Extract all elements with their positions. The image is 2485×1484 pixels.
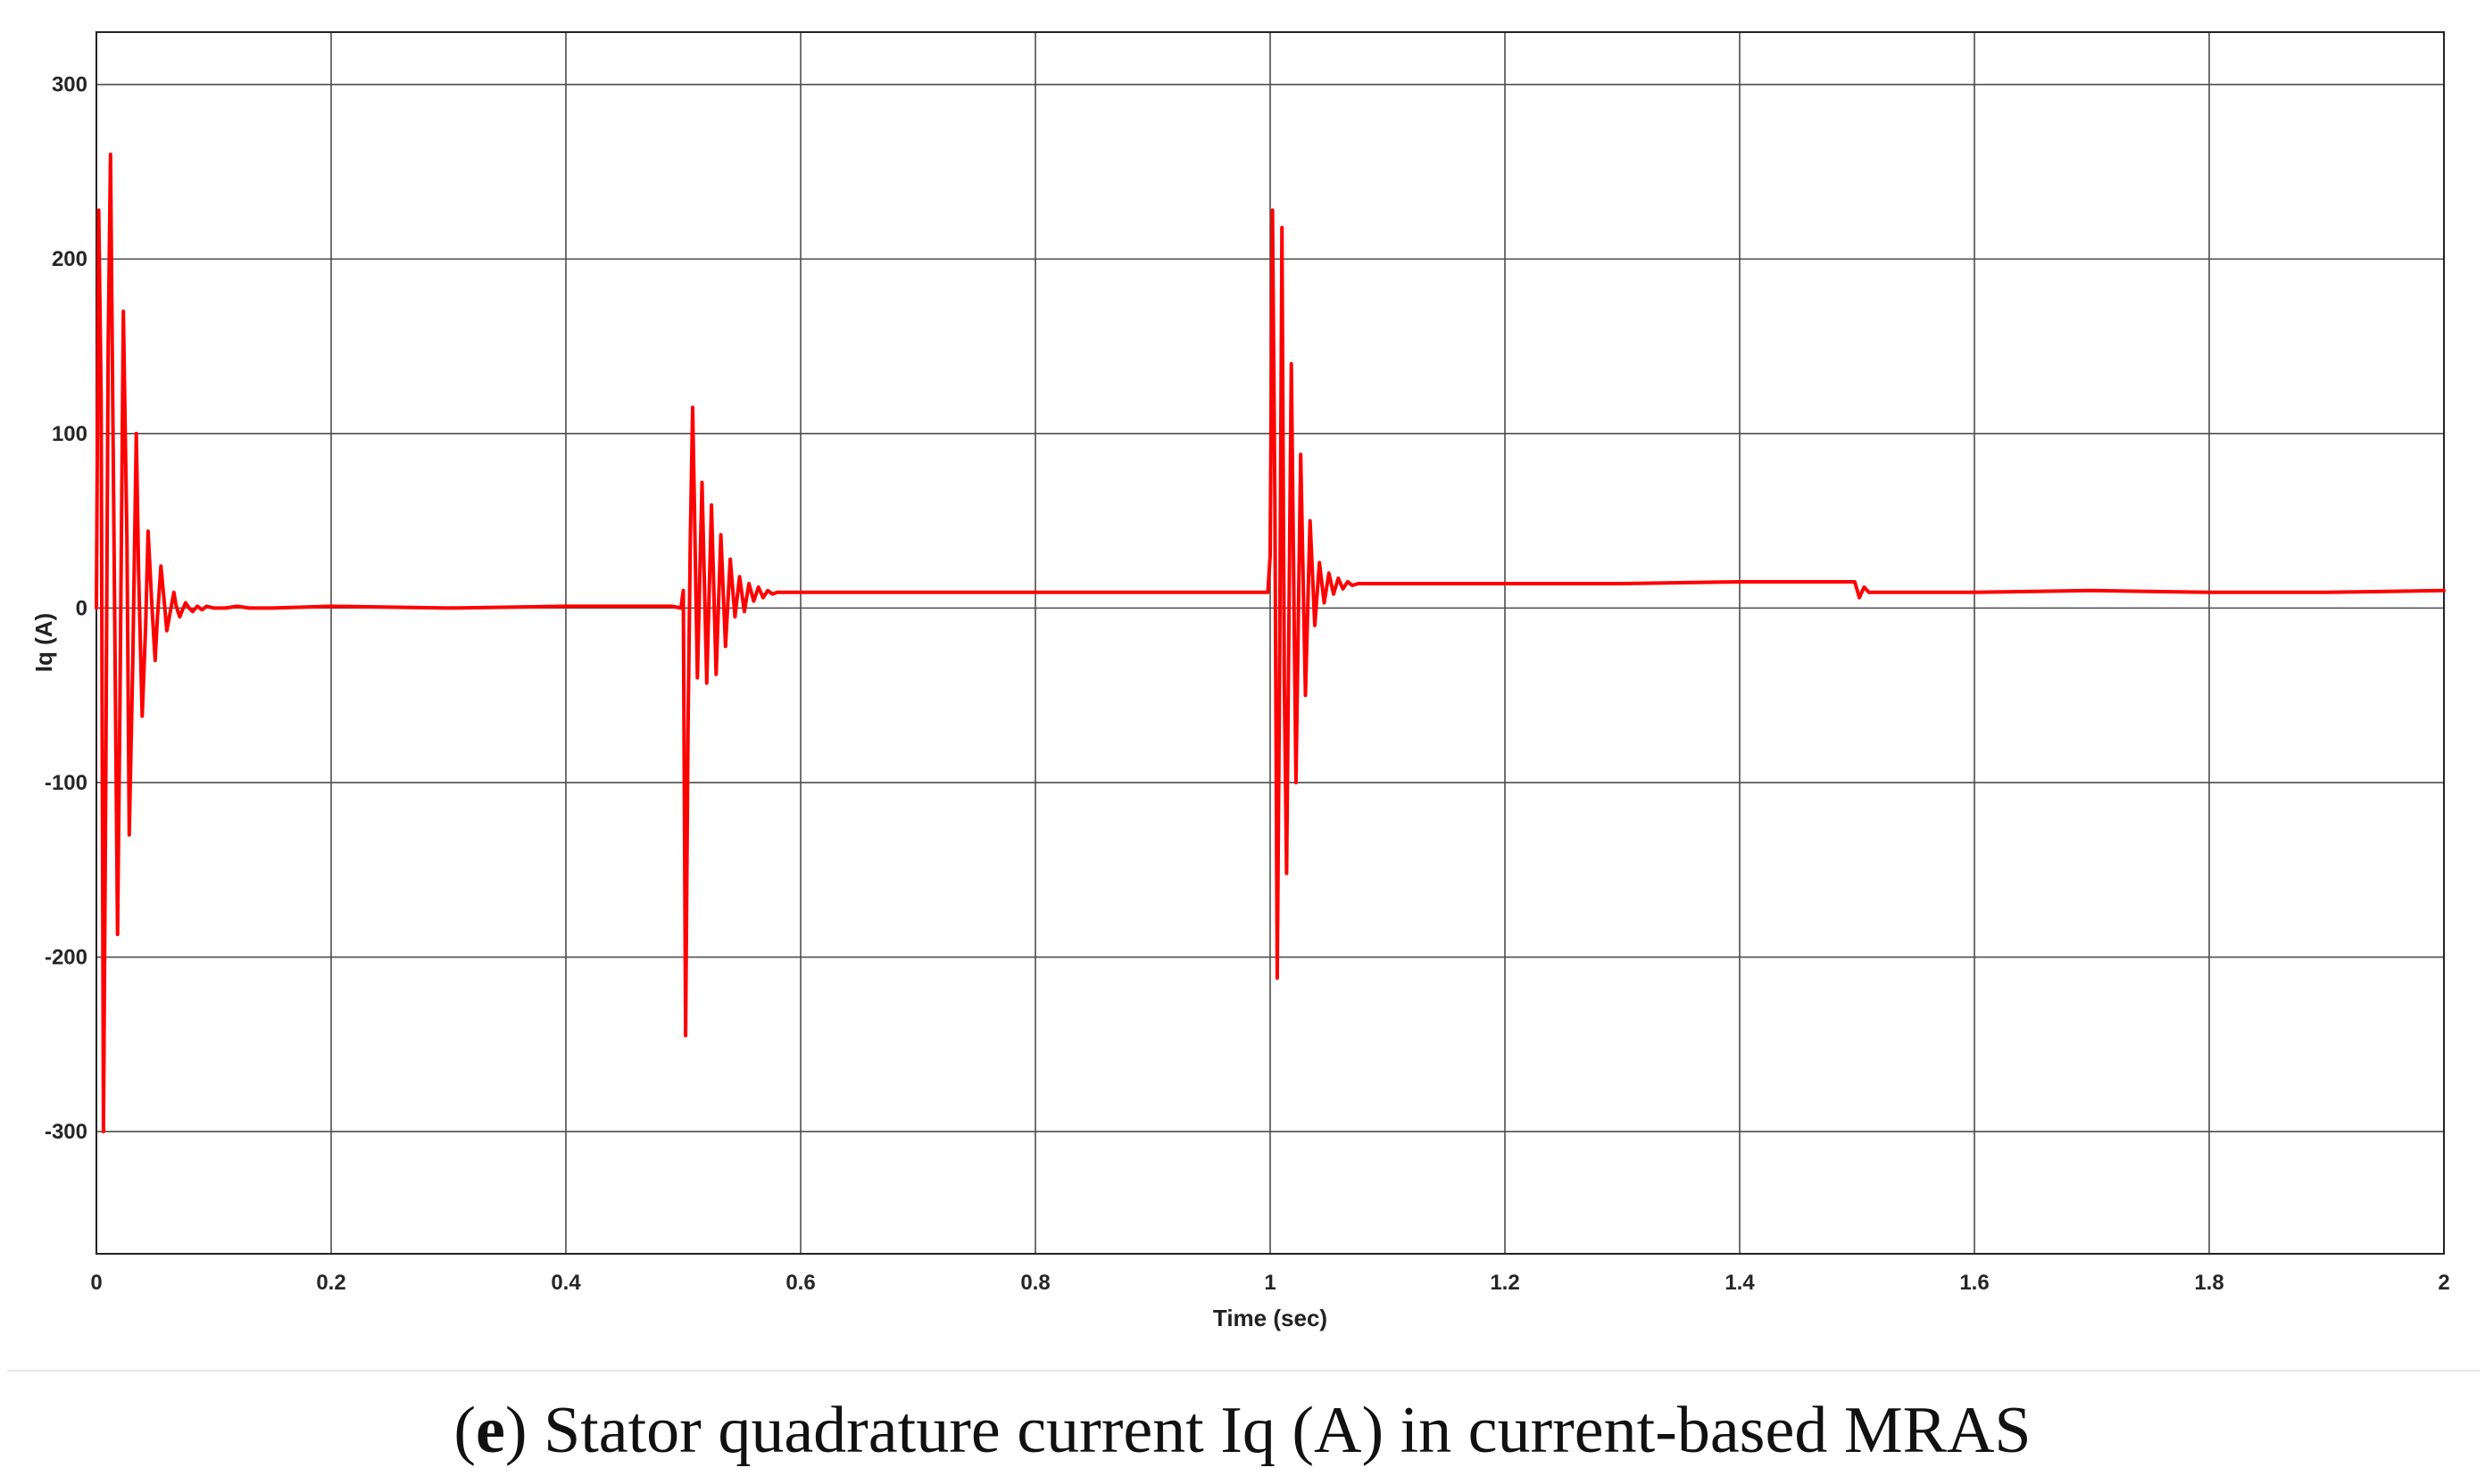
x-tick-label: 0 [90,1271,102,1295]
y-tick-label: -200 [45,946,87,970]
x-tick-labels: 0 0.2 0.4 0.6 0.8 1 1.2 1.4 1.6 1.8 2 [90,1271,2449,1295]
y-tick-label: 100 [52,422,87,446]
series-group [95,152,2446,1134]
x-tick-label: 1.6 [1959,1271,1989,1295]
caption-close-paren: ) [504,1394,528,1467]
caption-text: Stator quadrature current Iq (A) in curr… [527,1394,2032,1467]
y-tick-labels: 300 200 100 0 -100 -200 -300 [45,73,87,1144]
y-tick-label: 0 [76,596,87,620]
x-tick-label: 0.2 [316,1271,345,1295]
y-axis-label: Iq (A) [30,613,57,672]
x-tick-label: 0.4 [551,1271,581,1295]
x-tick-label: 1 [1264,1271,1276,1295]
y-tick-label: -100 [45,771,87,795]
caption-open-paren: ( [453,1394,477,1467]
x-axis-label: Time (sec) [1213,1305,1327,1331]
x-tick-label: 1.8 [2194,1271,2223,1295]
figure-caption: (e) Stator quadrature current Iq (A) in … [0,1381,2485,1480]
x-tick-label: 0.8 [1020,1271,1050,1295]
plot-frame [96,31,2445,1255]
caption-letter: e [476,1394,505,1467]
x-tick-label: 1.4 [1725,1271,1755,1295]
y-tick-label: 300 [52,73,87,97]
y-tick-label: 200 [52,247,87,271]
x-tick-label: 0.6 [785,1271,815,1295]
caption-divider [7,1370,2480,1372]
x-tick-label: 1.2 [1490,1271,1519,1295]
series-line-iq [95,152,2446,1134]
x-tick-label: 2 [2438,1271,2449,1295]
y-tick-label: -300 [45,1120,87,1144]
